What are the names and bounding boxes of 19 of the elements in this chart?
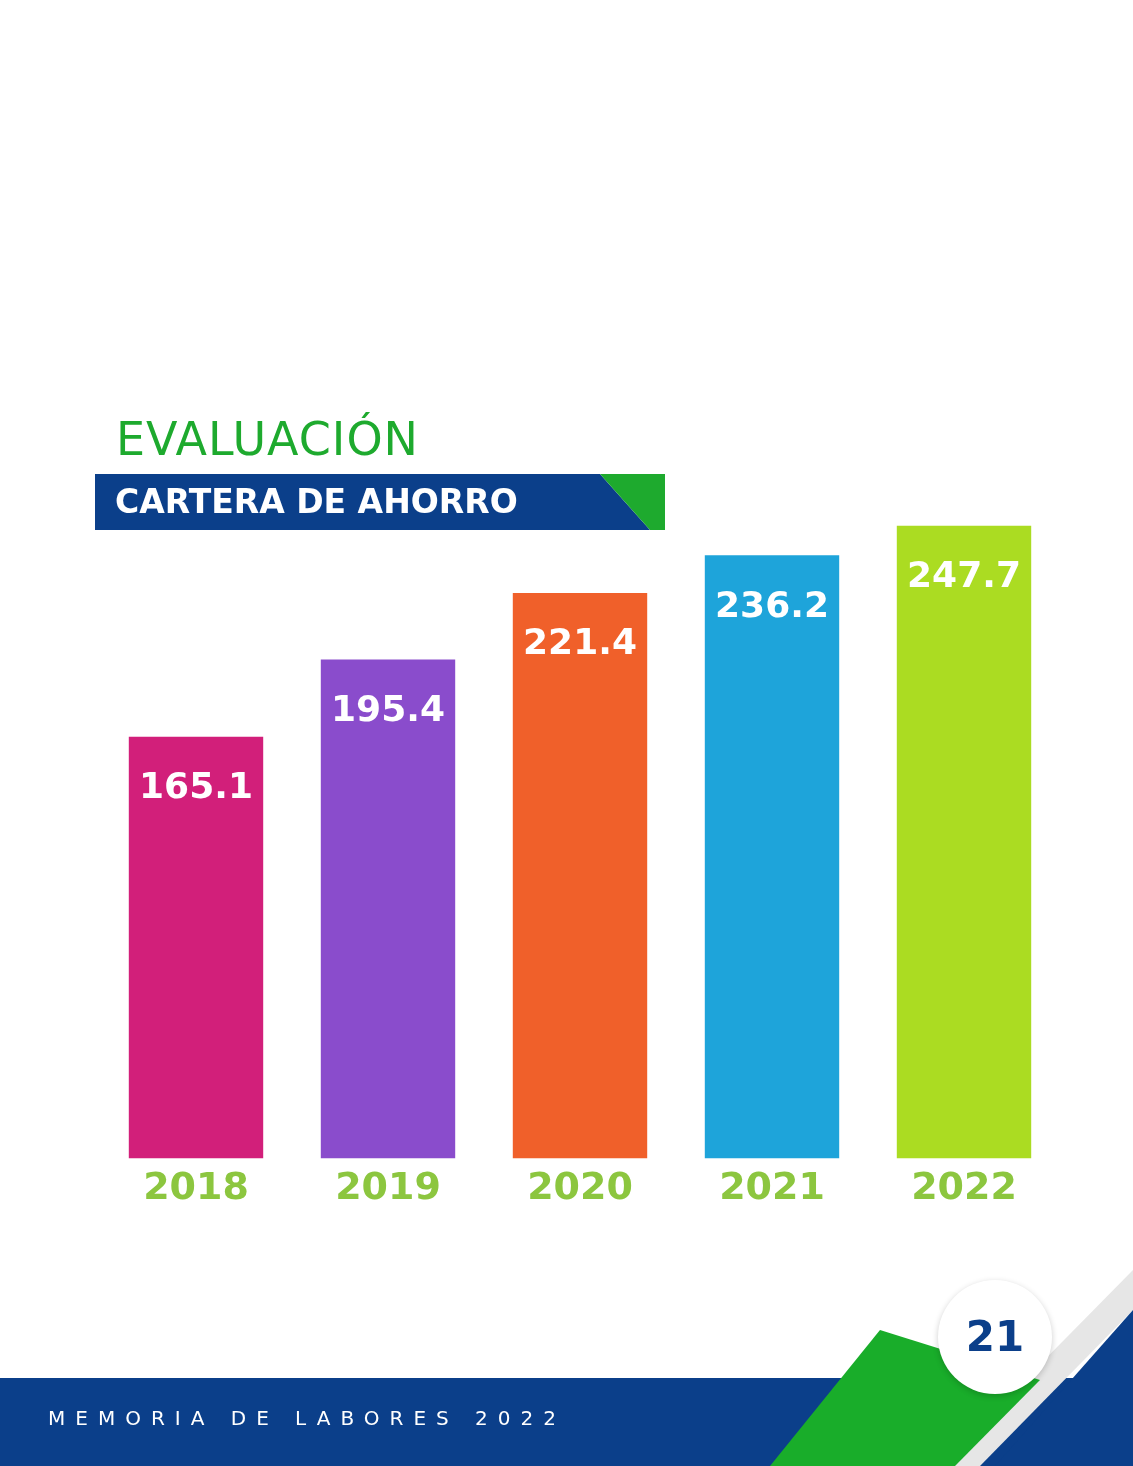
data-label: 195.4 [331, 687, 445, 729]
data-label: 165.1 [139, 765, 253, 807]
text: 21 [964, 1311, 1026, 1363]
x-tick-label: 2018 [143, 1164, 249, 1209]
bar [128, 736, 264, 1159]
bar [512, 593, 648, 1159]
x-tick-label: 2020 [527, 1164, 633, 1209]
bar [704, 555, 840, 1159]
bar [320, 659, 456, 1159]
x-tick-label: 2021 [719, 1164, 825, 1209]
text: MEMORIA DE LABORES 2022 [48, 1406, 566, 1430]
x-tick-label: 2019 [335, 1164, 441, 1209]
data-label: 236.2 [715, 583, 829, 625]
bar [896, 525, 1032, 1159]
chart-title: EVALUACIÓN [116, 412, 420, 466]
data-label: 247.7 [907, 554, 1021, 596]
data-label: 221.4 [523, 621, 637, 663]
x-tick-label: 2022 [911, 1164, 1017, 1209]
chart-subtitle: CARTERA DE AHORRO [115, 481, 518, 523]
